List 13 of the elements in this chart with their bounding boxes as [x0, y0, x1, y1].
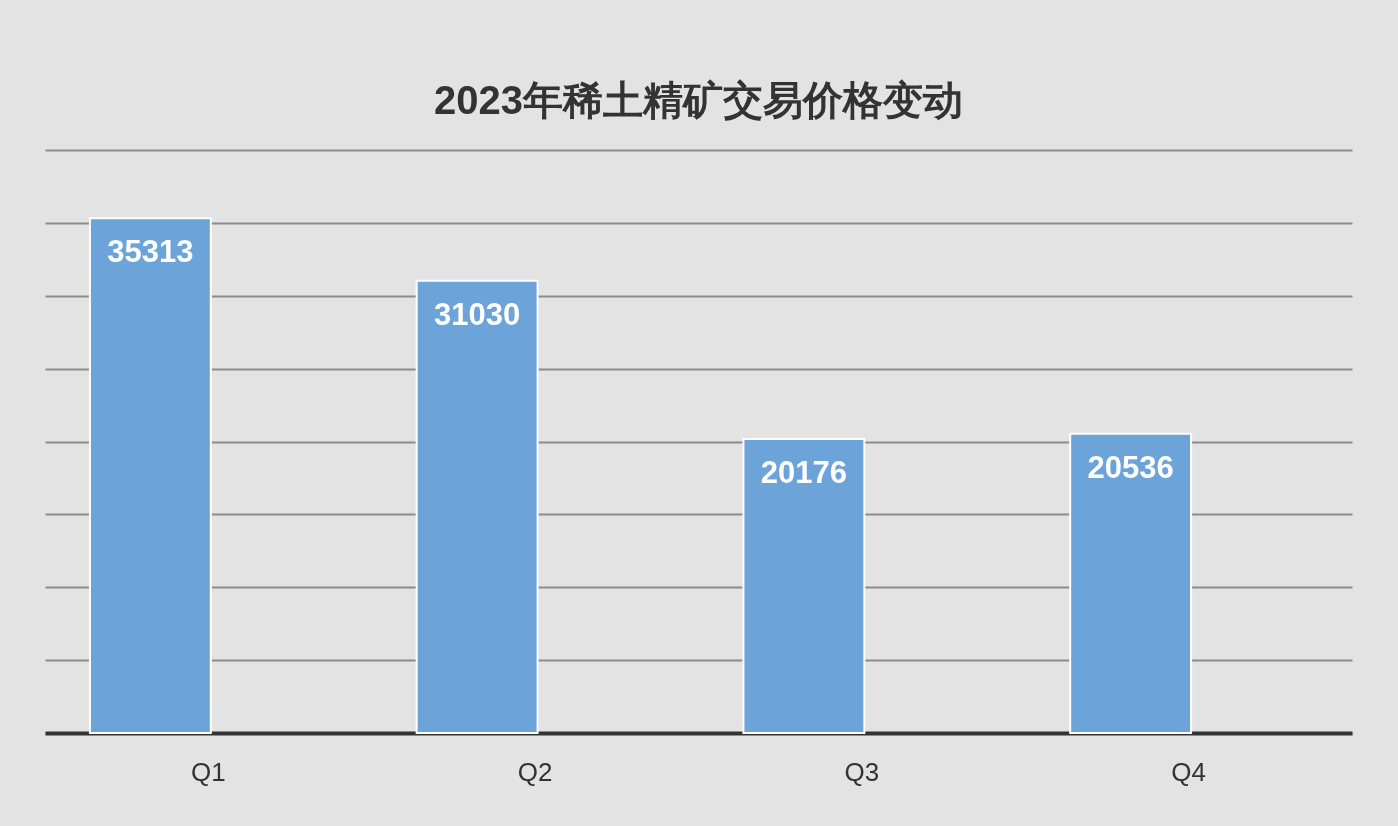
- data-label: 31030: [434, 296, 521, 332]
- data-label: 20536: [1087, 449, 1174, 485]
- data-label: 20176: [760, 454, 847, 490]
- chart-title: 2023年稀土精矿交易价格变动: [434, 78, 963, 122]
- data-label: 35313: [107, 234, 194, 270]
- bar: [88, 217, 212, 734]
- x-tick-label: Q3: [844, 756, 880, 787]
- bar: [415, 279, 539, 734]
- x-tick-label: Q4: [1171, 756, 1206, 787]
- bar: [742, 437, 866, 734]
- x-tick-label: Q1: [191, 756, 226, 787]
- x-tick-label: Q2: [517, 756, 553, 787]
- bar: [1069, 432, 1193, 734]
